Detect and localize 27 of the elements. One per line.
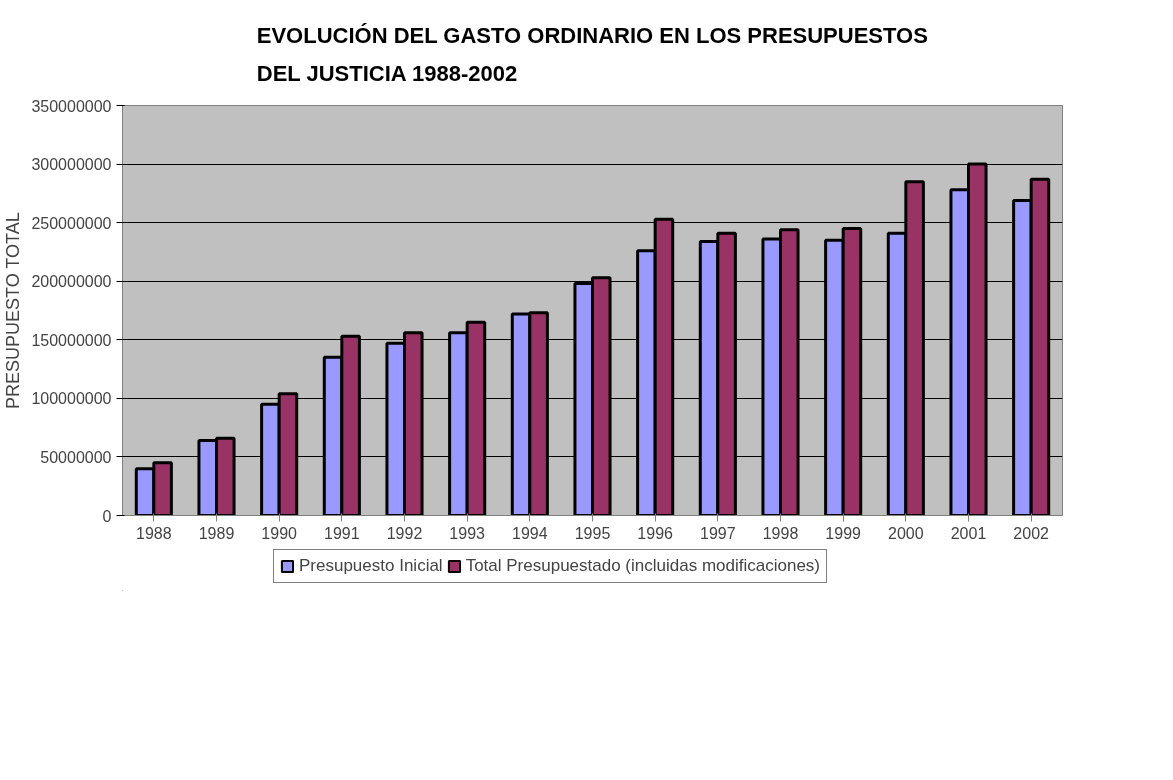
x-tick-label: 1998 bbox=[762, 524, 799, 542]
chart-title: EVOLUCIÓN DEL GASTO ORDINARIO EN LOS PRESUPUESTOS DEL JUSTICIA 1988-2002 bbox=[256, 23, 928, 86]
x-tick-label: 1996 bbox=[637, 524, 674, 542]
x-tick-label: 1990 bbox=[261, 524, 298, 542]
x-tick-label: 2002 bbox=[1013, 524, 1050, 542]
x-tick-label: 2001 bbox=[950, 524, 987, 542]
x-tick-label: 1999 bbox=[825, 524, 862, 542]
x-tick-label: 1989 bbox=[198, 524, 235, 542]
x-tick-label: 1993 bbox=[449, 524, 486, 542]
y-tick-label: 250000000 bbox=[31, 214, 112, 232]
legend-label: Total Presupuestado (incluidas modificaciones) bbox=[465, 556, 820, 576]
y-tick-label: 300000000 bbox=[31, 156, 112, 174]
x-tick-label: 1992 bbox=[386, 524, 423, 542]
y-tick-label: 100000000 bbox=[31, 390, 112, 408]
x-tick-label: 2000 bbox=[888, 524, 924, 542]
y-tick-label: 200000000 bbox=[31, 273, 112, 291]
y-tick-label: 0 bbox=[102, 507, 112, 525]
x-tick-label: 1995 bbox=[574, 524, 611, 542]
x-tick-label: 1997 bbox=[700, 524, 736, 542]
y-tick-label: 350000000 bbox=[31, 97, 112, 115]
x-tick-label: 1994 bbox=[512, 524, 548, 542]
x-tick-label: 1991 bbox=[324, 524, 360, 542]
y-axis-title: PRESUPUESTO TOTAL bbox=[3, 212, 24, 410]
y-tick-label: 150000000 bbox=[31, 331, 112, 349]
x-tick-label: 1988 bbox=[136, 524, 172, 542]
legend-label: Presupuesto Inicial bbox=[299, 556, 443, 576]
y-tick-label: 50000000 bbox=[40, 448, 112, 466]
